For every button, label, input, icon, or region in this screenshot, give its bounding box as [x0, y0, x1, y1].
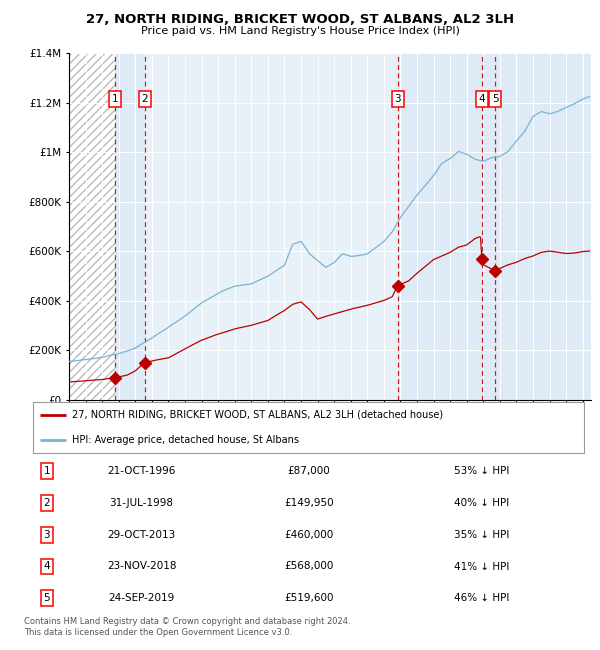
- Bar: [69, 53, 115, 400]
- FancyBboxPatch shape: [33, 402, 584, 453]
- Text: 35% ↓ HPI: 35% ↓ HPI: [454, 530, 509, 540]
- Bar: [115, 53, 145, 400]
- Text: 5: 5: [43, 593, 50, 603]
- Text: 41% ↓ HPI: 41% ↓ HPI: [454, 562, 509, 571]
- Bar: [398, 53, 591, 400]
- Text: 4: 4: [478, 94, 485, 104]
- Text: £568,000: £568,000: [284, 562, 334, 571]
- Text: 3: 3: [394, 94, 401, 104]
- Text: 21-OCT-1996: 21-OCT-1996: [107, 466, 176, 476]
- Bar: [69, 53, 115, 400]
- Text: 46% ↓ HPI: 46% ↓ HPI: [454, 593, 509, 603]
- Text: 27, NORTH RIDING, BRICKET WOOD, ST ALBANS, AL2 3LH: 27, NORTH RIDING, BRICKET WOOD, ST ALBAN…: [86, 13, 514, 26]
- Text: Contains HM Land Registry data © Crown copyright and database right 2024.: Contains HM Land Registry data © Crown c…: [24, 617, 350, 626]
- Text: 1: 1: [43, 466, 50, 476]
- Text: HPI: Average price, detached house, St Albans: HPI: Average price, detached house, St A…: [72, 435, 299, 445]
- Text: 29-OCT-2013: 29-OCT-2013: [107, 530, 176, 540]
- Text: £149,950: £149,950: [284, 498, 334, 508]
- Text: £87,000: £87,000: [287, 466, 331, 476]
- Text: 24-SEP-2019: 24-SEP-2019: [109, 593, 175, 603]
- Text: 40% ↓ HPI: 40% ↓ HPI: [454, 498, 509, 508]
- Text: £460,000: £460,000: [284, 530, 334, 540]
- Text: Price paid vs. HM Land Registry's House Price Index (HPI): Price paid vs. HM Land Registry's House …: [140, 26, 460, 36]
- Text: 4: 4: [43, 562, 50, 571]
- Text: £519,600: £519,600: [284, 593, 334, 603]
- Text: 2: 2: [43, 498, 50, 508]
- Text: 31-JUL-1998: 31-JUL-1998: [110, 498, 173, 508]
- Text: 27, NORTH RIDING, BRICKET WOOD, ST ALBANS, AL2 3LH (detached house): 27, NORTH RIDING, BRICKET WOOD, ST ALBAN…: [72, 410, 443, 420]
- Text: 1: 1: [112, 94, 119, 104]
- Text: This data is licensed under the Open Government Licence v3.0.: This data is licensed under the Open Gov…: [24, 628, 292, 637]
- Text: 2: 2: [142, 94, 148, 104]
- Text: 53% ↓ HPI: 53% ↓ HPI: [454, 466, 509, 476]
- Text: 23-NOV-2018: 23-NOV-2018: [107, 562, 176, 571]
- Text: 5: 5: [492, 94, 499, 104]
- Bar: [145, 53, 398, 400]
- Text: 3: 3: [43, 530, 50, 540]
